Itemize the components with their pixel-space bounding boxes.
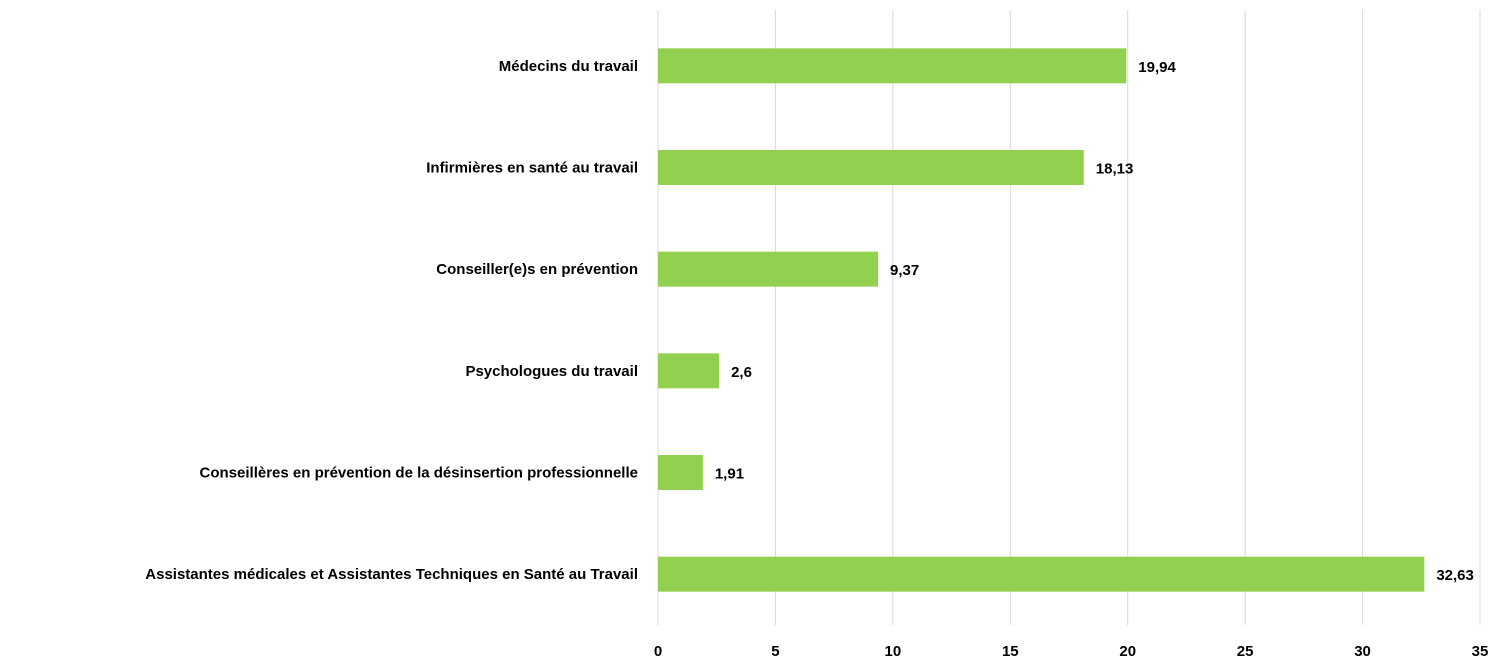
x-tick-label: 35: [1472, 643, 1489, 660]
x-tick-label: 25: [1237, 643, 1254, 660]
y-tick-label: Médecins du travail: [499, 58, 638, 75]
y-tick-label: Infirmières en santé au travail: [426, 159, 638, 176]
y-tick-label: Assistantes médicales et Assistantes Tec…: [145, 566, 638, 583]
x-tick-label: 30: [1354, 643, 1371, 660]
y-tick-label: Conseiller(e)s en prévention: [436, 261, 638, 278]
value-label: 2,6: [731, 364, 752, 381]
value-label: 1,91: [715, 465, 744, 482]
bar: [658, 150, 1084, 185]
bar: [658, 556, 1425, 592]
x-tick-label: 15: [1002, 643, 1019, 660]
bar: [658, 48, 1127, 84]
value-label: 32,63: [1436, 567, 1474, 584]
y-tick-label: Conseillères en prévention de la désinse…: [200, 464, 638, 481]
x-tick-label: 5: [771, 643, 779, 660]
x-tick-label: 20: [1119, 643, 1136, 660]
value-label: 9,37: [890, 262, 919, 279]
value-label: 18,13: [1096, 160, 1134, 177]
y-tick-label: Psychologues du travail: [465, 363, 638, 380]
x-tick-label: 10: [885, 643, 902, 660]
value-label: 19,94: [1138, 59, 1176, 76]
bar: [658, 353, 720, 389]
bar: [658, 455, 703, 490]
bar: [658, 251, 879, 287]
x-tick-label: 0: [654, 643, 662, 660]
